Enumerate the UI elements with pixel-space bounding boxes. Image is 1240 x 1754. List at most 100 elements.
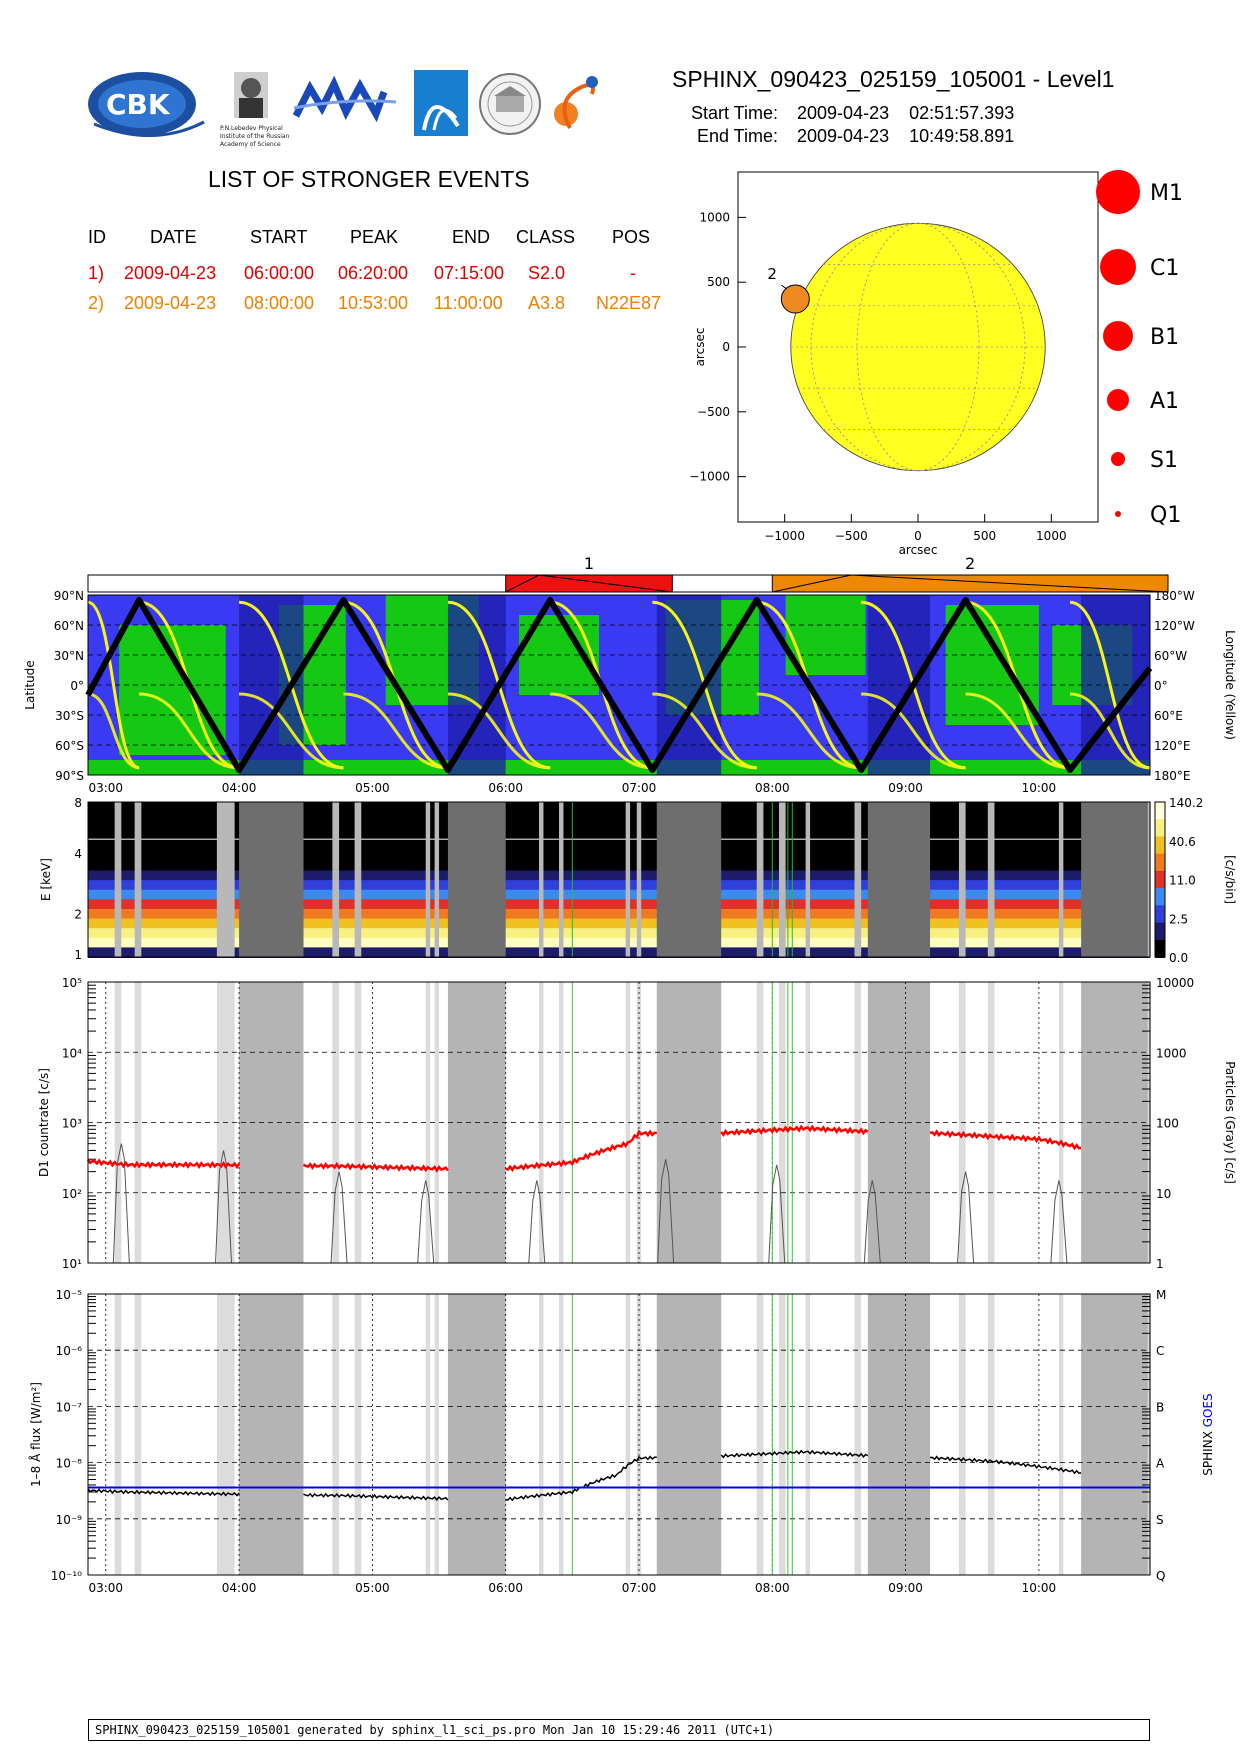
event-class: A3.8 bbox=[528, 293, 566, 313]
land-region bbox=[119, 625, 226, 755]
time-tick-label: 03:00 bbox=[88, 781, 123, 795]
saa-gap bbox=[958, 1294, 966, 1575]
event-bar-profile bbox=[505, 574, 673, 593]
col-header-id: ID bbox=[88, 227, 106, 247]
latitude-tick-label: 90°N bbox=[54, 589, 84, 603]
saa-gap bbox=[625, 1294, 631, 1575]
countrate-axis-label: D1 countrate [c/s] bbox=[37, 1068, 51, 1177]
saa-gap bbox=[434, 802, 440, 957]
saa-gap bbox=[425, 1294, 431, 1575]
longitude-tick-label: 120°E bbox=[1154, 739, 1191, 753]
class-marker bbox=[1111, 452, 1125, 466]
saa-gap bbox=[636, 802, 642, 957]
start-time-label: Start Time: bbox=[690, 103, 778, 123]
event-pos: - bbox=[630, 263, 636, 283]
colorbar-segment bbox=[1155, 905, 1165, 924]
spectrogram-band bbox=[88, 870, 1150, 882]
svg-text:Academy of Science: Academy of Science bbox=[220, 141, 281, 148]
saa-gap bbox=[756, 1294, 764, 1575]
colorbar-segment bbox=[1155, 939, 1165, 958]
particle-spike bbox=[528, 1180, 546, 1264]
flux-right-axis-label: SPHINX GOES bbox=[1201, 1393, 1215, 1475]
flux-tick-label: 10⁻⁶ bbox=[56, 1344, 83, 1358]
col-header-date: DATE bbox=[150, 227, 197, 247]
time-tick-label: 09:00 bbox=[888, 1581, 923, 1595]
particles-tick-label: 100 bbox=[1156, 1117, 1179, 1131]
time-tick-label: 09:00 bbox=[888, 781, 923, 795]
particle-spike bbox=[657, 1159, 675, 1264]
spectrogram-band bbox=[88, 928, 1150, 939]
col-header-end: END bbox=[452, 227, 491, 247]
time-tick-label: 07:00 bbox=[622, 781, 657, 795]
land-region bbox=[785, 595, 866, 675]
time-tick-label: 04:00 bbox=[222, 1581, 257, 1595]
spectrogram-band bbox=[88, 918, 1150, 930]
goes-class-tick-label: C bbox=[1156, 1344, 1164, 1358]
colorbar-tick-label: 40.6 bbox=[1169, 835, 1196, 849]
saa-gap bbox=[134, 802, 142, 957]
event-end: 11:00:00 bbox=[434, 293, 503, 313]
saa-gap bbox=[1147, 1294, 1151, 1575]
time-tick-label: 04:00 bbox=[222, 781, 257, 795]
longitude-curve-secondary bbox=[343, 692, 448, 770]
event-pos: N22E87 bbox=[596, 293, 662, 313]
energy-tick-label: 8 bbox=[74, 796, 82, 810]
saa-gap bbox=[1058, 802, 1064, 957]
event-peak: 06:20:00 bbox=[338, 263, 409, 283]
time-tick-label: 08:00 bbox=[755, 781, 790, 795]
longitude-curve bbox=[1069, 600, 1151, 770]
countrate-frame bbox=[87, 981, 1151, 1264]
latitude-tick-label: 90°S bbox=[55, 769, 84, 783]
energy-tick-label: 1 bbox=[74, 948, 82, 962]
events-title: LIST OF STRONGER EVENTS bbox=[208, 166, 530, 192]
svg-text:P.N.Lebedev Physical: P.N.Lebedev Physical bbox=[220, 125, 283, 132]
saa-gap bbox=[114, 802, 122, 957]
flux-tick-label: 10⁻⁹ bbox=[56, 1513, 83, 1527]
end-date: 2009-04-23 bbox=[797, 126, 890, 146]
y-tick-label: −500 bbox=[697, 405, 730, 419]
saa-gap bbox=[756, 982, 764, 1263]
saa-gap bbox=[987, 1294, 995, 1575]
particle-spike bbox=[1050, 1180, 1068, 1264]
class-label: Q1 bbox=[1150, 503, 1181, 528]
event-date: 2009-04-23 bbox=[124, 293, 217, 313]
saa-gap bbox=[559, 1294, 564, 1575]
particle-spike bbox=[215, 1150, 233, 1264]
countrate-tick-label: 10³ bbox=[62, 1117, 82, 1131]
class-marker bbox=[1100, 249, 1136, 285]
d1-countrate-series bbox=[86, 1124, 1082, 1173]
colorbar-segment bbox=[1155, 836, 1165, 855]
longitude-curve-secondary bbox=[87, 692, 140, 770]
saa-gap bbox=[958, 802, 966, 957]
y-tick-label: 0 bbox=[722, 340, 730, 354]
time-tick-label: 06:00 bbox=[488, 781, 523, 795]
svg-text:CBK: CBK bbox=[106, 88, 171, 121]
start-date: 2009-04-23 bbox=[797, 103, 890, 123]
event-date: 2009-04-23 bbox=[124, 263, 217, 283]
spectrogram-band bbox=[88, 908, 1150, 920]
longitude-tick-label: 60°W bbox=[1154, 649, 1187, 663]
time-tick-label: 05:00 bbox=[355, 781, 390, 795]
longitude-tick-label: 180°E bbox=[1154, 769, 1191, 783]
start-time: 02:51:57.393 bbox=[909, 103, 1015, 123]
event-id: 2) bbox=[88, 293, 105, 313]
longitude-curve-secondary bbox=[756, 692, 862, 770]
saa-gap bbox=[1147, 982, 1151, 1263]
sphinx-legend-label: SPHINX bbox=[1201, 1427, 1215, 1475]
flux-frame bbox=[87, 1293, 1151, 1576]
longitude-tick-label: 0° bbox=[1154, 679, 1168, 693]
col-header-class: CLASS bbox=[516, 227, 576, 247]
time-tick-label: 10:00 bbox=[1022, 1581, 1057, 1595]
event-start: 06:00:00 bbox=[244, 263, 315, 283]
energy-tick-label: 2 bbox=[74, 908, 82, 922]
particles-tick-label: 10 bbox=[1156, 1187, 1171, 1201]
saa-gap bbox=[987, 802, 995, 957]
saa-gap bbox=[625, 802, 631, 957]
saa-gap bbox=[559, 802, 564, 957]
latitude-tick-label: 60°S bbox=[55, 739, 84, 753]
longitude-curve-secondary bbox=[965, 692, 1071, 770]
goes-class-tick-label: S bbox=[1156, 1513, 1164, 1527]
saa-gap bbox=[354, 1294, 362, 1575]
spectrogram-frame bbox=[87, 801, 1151, 958]
latitude-axis-label: Latitude bbox=[23, 660, 37, 709]
